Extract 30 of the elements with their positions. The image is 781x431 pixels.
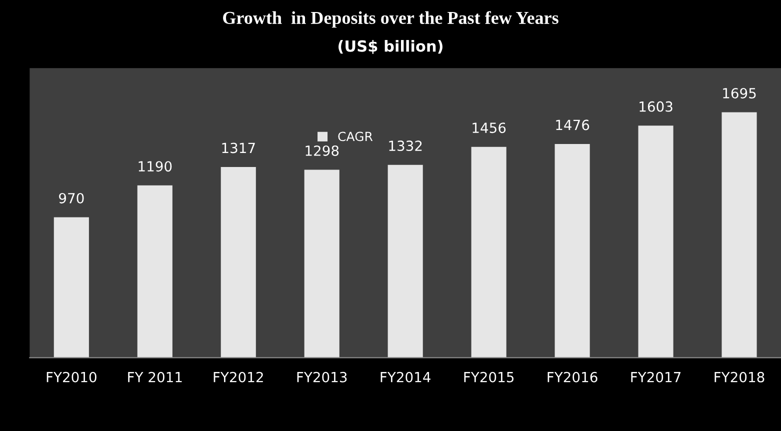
bar — [220, 167, 256, 358]
bar — [554, 144, 590, 358]
x-tick-label: FY2017 — [631, 372, 680, 382]
bar — [304, 170, 340, 358]
x-tick-label: FY2018 — [714, 372, 764, 382]
data-label: 1695 — [723, 88, 756, 98]
data-label: 970 — [59, 192, 84, 204]
x-tick-label: FY2013 — [297, 372, 347, 382]
bar — [638, 126, 674, 358]
bar — [722, 112, 757, 358]
data-label: 1332 — [389, 140, 422, 152]
x-tick-label: FY2015 — [464, 372, 514, 382]
x-tick-label: FY2016 — [548, 372, 598, 382]
bar — [471, 146, 506, 358]
x-tick-label: FY 2011 — [128, 372, 182, 382]
data-label: 1317 — [222, 142, 255, 154]
data-label: 1456 — [472, 122, 506, 134]
x-tick-label: FY2012 — [214, 372, 263, 382]
chart-title: Growth in Deposits over the Past few Years — [223, 11, 558, 28]
data-label: 1190 — [138, 161, 172, 172]
legend-label: CAGR — [338, 132, 373, 142]
bar — [54, 217, 89, 358]
bar — [388, 164, 423, 358]
x-tick-label: FY2014 — [380, 372, 430, 382]
x-tick-label: FY2010 — [46, 372, 96, 382]
data-label: 1298 — [306, 145, 339, 156]
bar — [137, 185, 172, 358]
data-label: 1476 — [556, 120, 590, 130]
chart-subtitle: (US$ billion) — [338, 40, 442, 54]
data-label: 1603 — [640, 101, 672, 112]
